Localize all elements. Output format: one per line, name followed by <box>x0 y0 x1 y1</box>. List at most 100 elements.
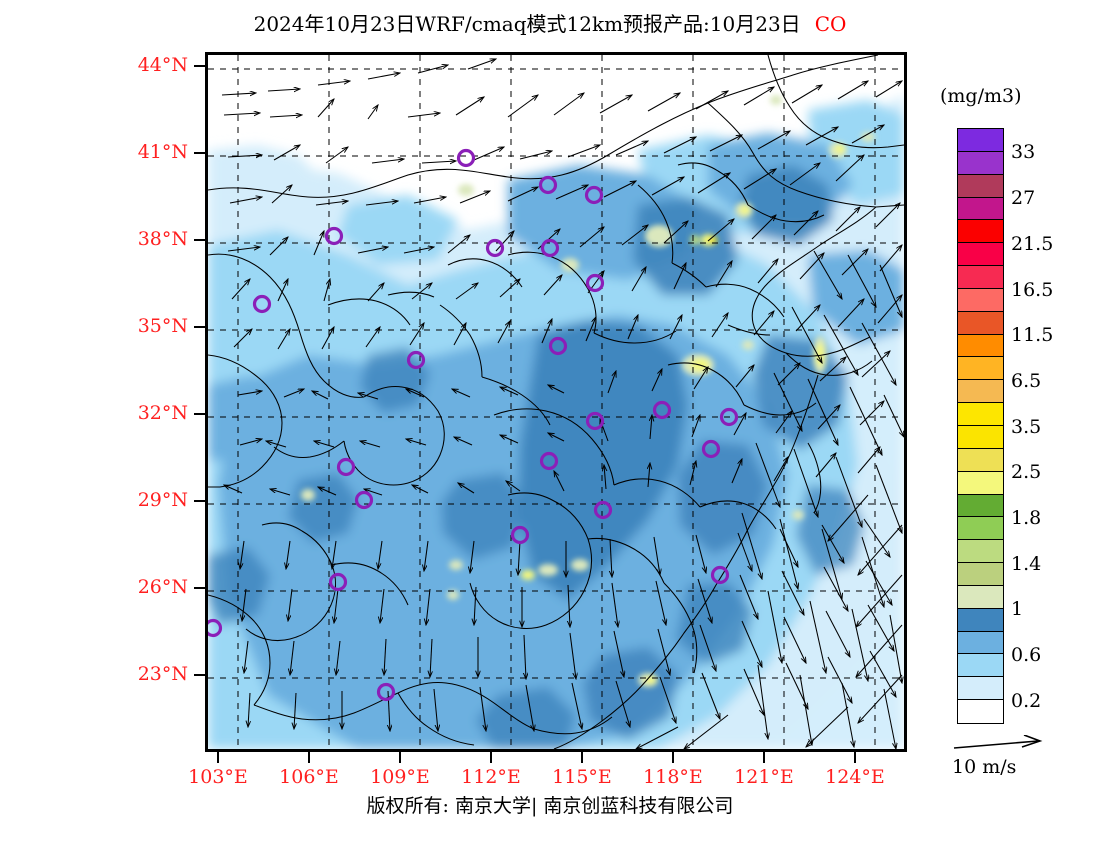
colorbar-band <box>958 494 1003 518</box>
colorbar-band <box>958 311 1003 335</box>
x-tick <box>217 752 219 763</box>
colorbar-tick-label: 16.5 <box>1011 278 1054 301</box>
city-marker[interactable] <box>328 572 348 592</box>
x-axis-label-118E: 118°E <box>643 766 703 788</box>
y-axis-label-32N: 32°N <box>137 402 188 424</box>
city-marker[interactable] <box>710 565 730 585</box>
x-tick <box>672 752 674 763</box>
city-marker[interactable] <box>354 490 374 510</box>
city-marker[interactable] <box>652 400 672 420</box>
colorbar-tick-label: 3.5 <box>1011 415 1042 438</box>
city-marker[interactable] <box>585 273 605 293</box>
colorbar-band <box>958 129 1003 152</box>
concentration-map <box>208 55 904 749</box>
page-title: 2024年10月23日WRF/cmaq模式12km预报产品:10月23日 CO <box>0 8 1100 37</box>
city-marker[interactable] <box>510 525 530 545</box>
y-tick <box>194 587 205 589</box>
y-tick <box>194 500 205 502</box>
colorbar-tick-label: 0.6 <box>1011 644 1042 667</box>
city-marker[interactable] <box>584 185 604 205</box>
colorbar-band <box>958 448 1003 472</box>
x-axis-label-112E: 112°E <box>461 766 521 788</box>
x-tick <box>490 752 492 763</box>
title-main-text: 2024年10月23日WRF/cmaq模式12km预报产品:10月23日 <box>253 12 801 36</box>
y-tick <box>194 674 205 676</box>
city-marker[interactable] <box>593 500 613 520</box>
colorbar-tick-label: 33 <box>1011 141 1036 164</box>
colorbar-tick-label: 0.2 <box>1011 689 1042 712</box>
city-marker[interactable] <box>485 238 505 258</box>
x-tick <box>308 752 310 763</box>
map-plot-area[interactable] <box>205 52 907 752</box>
colorbar-band <box>958 403 1003 426</box>
colorbar-band <box>958 563 1003 586</box>
x-axis-label-121E: 121°E <box>734 766 794 788</box>
administrative-boundaries <box>208 55 904 749</box>
y-axis-label-44N: 44°N <box>137 54 188 76</box>
x-tick <box>399 752 401 763</box>
city-marker[interactable] <box>539 451 559 471</box>
colorbar-tick-label: 6.5 <box>1011 369 1042 392</box>
y-axis-label-35N: 35°N <box>137 315 188 337</box>
x-tick <box>854 752 856 763</box>
city-marker[interactable] <box>538 175 558 195</box>
title-variable-label: CO <box>814 12 847 36</box>
city-marker[interactable] <box>540 238 560 258</box>
colorbar-tick-label: 1.8 <box>1011 507 1042 530</box>
colorbar-band <box>958 425 1003 449</box>
city-marker[interactable] <box>376 682 396 702</box>
colorbar-tick-label: 1.4 <box>1011 552 1042 575</box>
wind-scale-legend: 10 m/s <box>952 735 1092 778</box>
x-axis-label-103E: 103°E <box>188 766 248 788</box>
arrow-right-icon <box>953 735 1043 749</box>
colorbar-tick-label: 11.5 <box>1011 324 1054 347</box>
y-tick <box>194 413 205 415</box>
colorbar-band <box>958 631 1003 655</box>
city-marker[interactable] <box>585 411 605 431</box>
city-marker[interactable] <box>252 294 272 314</box>
x-axis-label-124E: 124°E <box>825 766 885 788</box>
x-axis-label-109E: 109°E <box>370 766 430 788</box>
colorbar-band <box>958 334 1003 358</box>
city-marker[interactable] <box>406 350 426 370</box>
colorbar-band <box>958 174 1003 198</box>
city-marker-layer[interactable] <box>208 148 739 702</box>
y-axis-label-23N: 23°N <box>137 663 188 685</box>
colorbar-band <box>958 471 1003 495</box>
y-axis-label-41N: 41°N <box>137 141 188 163</box>
colorbar-band <box>958 220 1003 244</box>
city-marker[interactable] <box>336 457 356 477</box>
colorbar-band <box>958 585 1003 609</box>
colorbar-band <box>958 151 1003 175</box>
colorbar-band <box>958 700 1003 723</box>
y-axis-label-29N: 29°N <box>137 489 188 511</box>
y-tick <box>194 65 205 67</box>
colorbar-band <box>958 677 1003 701</box>
city-marker[interactable] <box>548 336 568 356</box>
colorbar-tick-label: 21.5 <box>1011 232 1054 255</box>
city-marker[interactable] <box>208 618 223 638</box>
colorbar-band <box>958 540 1003 564</box>
colorbar-band <box>958 608 1003 632</box>
city-marker[interactable] <box>701 439 721 459</box>
x-axis-label-115E: 115°E <box>552 766 612 788</box>
y-axis-label-38N: 38°N <box>137 228 188 250</box>
city-marker[interactable] <box>456 148 476 168</box>
wind-scale-label: 10 m/s <box>952 756 1017 778</box>
copyright-footer: 版权所有: 南京大学| 南京创蓝科技有限公司 <box>366 795 734 817</box>
city-marker[interactable] <box>719 407 739 427</box>
hotspot-layer <box>301 95 875 687</box>
colorbar-band <box>958 266 1003 289</box>
city-marker[interactable] <box>324 226 344 246</box>
colorbar-band <box>958 380 1003 404</box>
colorbar-tick-label: 27 <box>1011 187 1036 210</box>
y-tick <box>194 326 205 328</box>
colorbar-band <box>958 243 1003 267</box>
y-tick <box>194 152 205 154</box>
colorbar-band <box>958 288 1003 312</box>
x-tick <box>763 752 765 763</box>
colorbar-band <box>958 357 1003 381</box>
x-tick <box>581 752 583 763</box>
colorbar-units-label: (mg/m3) <box>940 85 1022 107</box>
